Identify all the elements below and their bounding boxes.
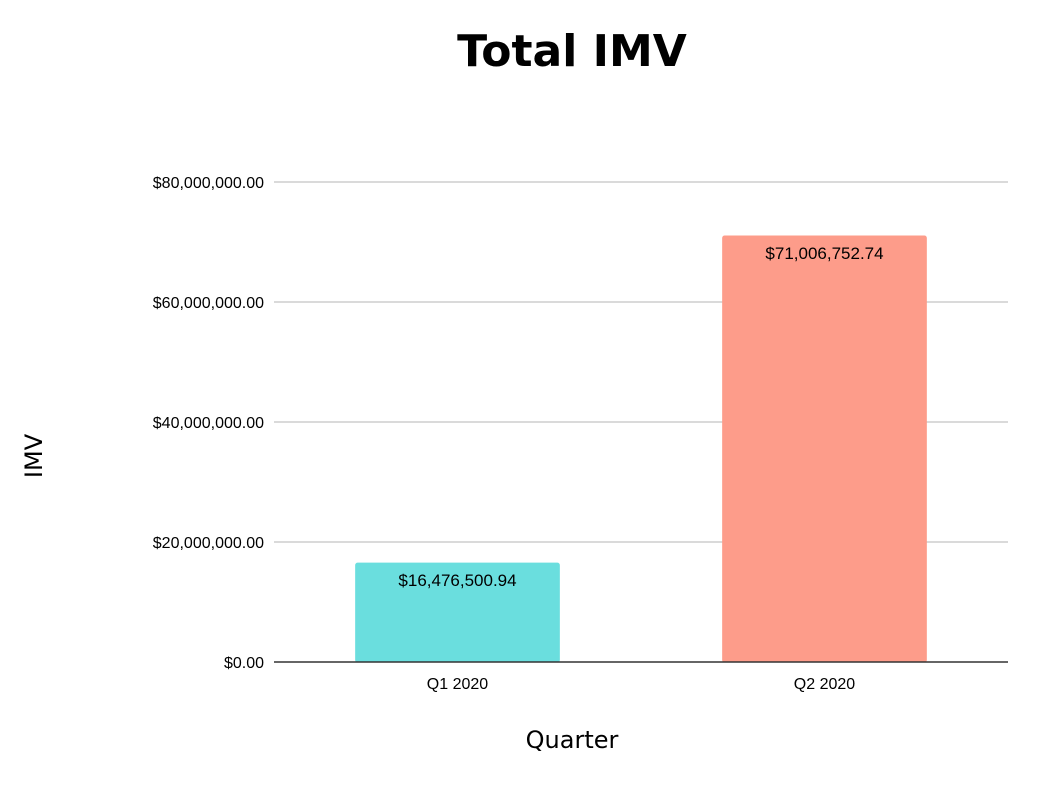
y-tick-label: $40,000,000.00 — [153, 415, 264, 432]
y-tick-label: $80,000,000.00 — [153, 175, 264, 192]
bar-value-label: $71,006,752.74 — [765, 244, 883, 263]
data-labels: $16,476,500.94 $71,006,752.74 — [398, 244, 883, 590]
x-tick-label: Q2 2020 — [794, 676, 855, 693]
bars — [355, 235, 927, 663]
y-tick-label: $20,000,000.00 — [153, 535, 264, 552]
y-tick-label: $0.00 — [224, 655, 264, 672]
bar-value-label: $16,476,500.94 — [398, 571, 516, 590]
x-tick-label: Q1 2020 — [427, 676, 488, 693]
x-axis-title: Quarter — [526, 726, 619, 754]
x-axis-ticks: Q1 2020 Q2 2020 — [427, 676, 855, 693]
bar — [722, 235, 927, 663]
y-axis-ticks: $0.00 $20,000,000.00 $40,000,000.00 $60,000… — [153, 175, 264, 672]
y-axis-title: IMV — [20, 433, 48, 478]
y-tick-label: $60,000,000.00 — [153, 295, 264, 312]
chart-title: Total IMV — [457, 26, 687, 77]
